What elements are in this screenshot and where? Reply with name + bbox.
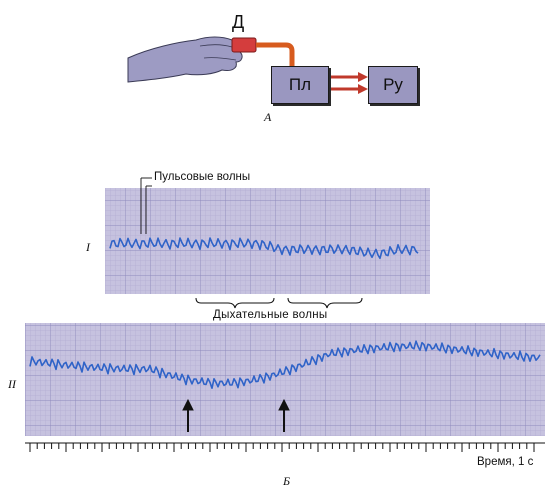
- recorder-label: Ру: [383, 75, 403, 94]
- pulse-waves-label: Пульсовые волны: [154, 171, 251, 183]
- trace-1-label: I: [86, 240, 90, 254]
- event-arrows: [182, 398, 290, 432]
- pulse-waves-pointer: [140, 177, 152, 234]
- panel-a-caption: А: [264, 110, 272, 124]
- breath-waves-label: Дыхательные волны: [213, 309, 328, 321]
- plethysmograph-box: Пл: [271, 66, 329, 104]
- plethysmograph-label: Пл: [288, 75, 312, 94]
- recorder-box: Ру: [368, 66, 418, 104]
- panel-b-caption: Б: [283, 474, 291, 488]
- signal-arrows: [330, 72, 368, 94]
- time-axis-label: Время, 1 с: [477, 456, 534, 468]
- breath-waves-braces: [195, 297, 363, 309]
- sensor-label: Д: [232, 12, 245, 32]
- trace-2-label: II: [8, 377, 16, 391]
- time-axis: [25, 442, 545, 452]
- hand-icon: [127, 36, 243, 83]
- trace-1-line: [109, 237, 419, 260]
- tube-line: [256, 42, 295, 68]
- trace-2-line: [29, 340, 541, 390]
